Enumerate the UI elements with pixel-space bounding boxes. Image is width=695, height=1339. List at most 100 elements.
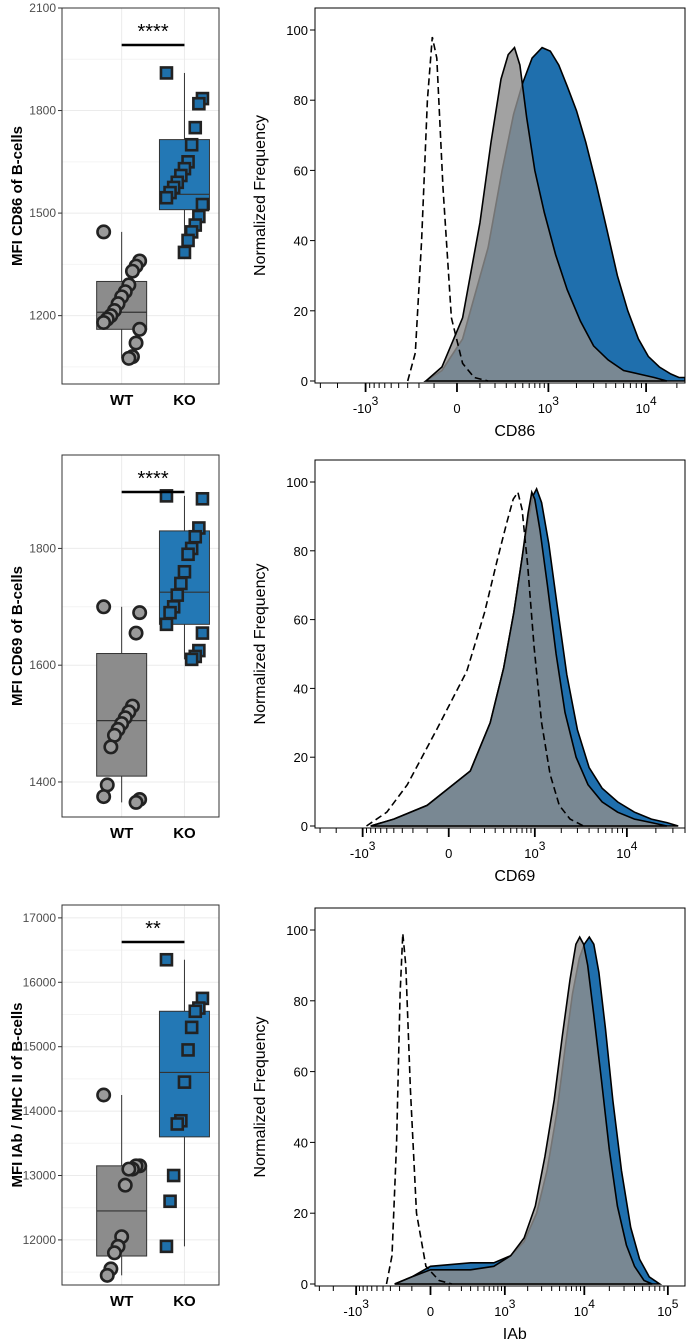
series-isotype: [406, 36, 489, 382]
y-axis-label: Normalized Frequency: [252, 1017, 269, 1178]
data-point-wt: [121, 350, 137, 366]
y-tick-label: 16000: [23, 975, 57, 989]
y-axis-label: Normalized Frequency: [252, 115, 269, 276]
y-axis-label: MFI IAb / MHC II of B-cells: [9, 1002, 26, 1187]
x-tick-label: 0: [427, 1304, 434, 1319]
x-category-label: WT: [110, 392, 133, 409]
y-tick-label: 0: [301, 1277, 308, 1292]
data-point-wt: [132, 605, 148, 621]
y-tick-label: 15000: [23, 1040, 57, 1054]
data-point-ko: [159, 489, 174, 503]
y-tick-label: 12000: [23, 1233, 57, 1247]
x-tick-label: 0: [445, 846, 452, 861]
significance-label: **: [145, 918, 161, 940]
y-tick-label: 100: [286, 923, 308, 938]
data-point-ko: [181, 1043, 195, 1057]
y-tick-label: 1800: [29, 104, 56, 118]
y-tick-label: 80: [294, 93, 308, 108]
x-tick-label: 103: [538, 394, 559, 416]
significance-label: ****: [137, 21, 168, 43]
data-point-wt: [96, 1087, 112, 1103]
x-category-label: WT: [110, 825, 133, 842]
y-tick-label: 40: [294, 681, 308, 696]
x-category-label: WT: [110, 1293, 133, 1310]
box-wt: [96, 653, 148, 777]
x-category-label: KO: [173, 1293, 196, 1310]
series-wt: [423, 46, 668, 382]
data-point-wt: [128, 335, 144, 351]
y-tick-label: 60: [294, 163, 308, 178]
x-tick-label: 104: [616, 839, 637, 861]
data-point-ko: [195, 197, 210, 212]
plot-frame: [314, 459, 686, 829]
significance-label: ****: [137, 468, 168, 490]
y-tick-label: 40: [294, 1135, 308, 1150]
series-wt: [370, 489, 668, 827]
y-tick-label: 40: [294, 234, 308, 249]
data-point-ko: [188, 120, 203, 135]
data-point-ko: [192, 96, 206, 111]
y-tick-label: 20: [294, 1206, 308, 1221]
y-tick-label: 1500: [29, 206, 56, 220]
data-point-wt: [117, 1177, 133, 1193]
y-tick-label: 1600: [29, 658, 56, 672]
plot-frame: [61, 454, 220, 818]
y-tick-label: 20: [294, 304, 308, 319]
plot-frame: [61, 7, 220, 385]
histogram-hist-cd69: 0 20 40 60 80 100 Normalized Frequency -103 0 103…: [252, 459, 686, 885]
data-point-ko: [195, 626, 210, 640]
y-tick-label: 1200: [29, 309, 56, 323]
histogram-hist-iab: 0 20 40 60 80 100 Normalized Frequency -103 0 103…: [252, 907, 686, 1339]
data-point-ko: [195, 491, 210, 506]
data-point-wt: [132, 321, 148, 337]
histogram-area: [406, 36, 685, 382]
y-tick-label: 60: [294, 1065, 308, 1080]
x-tick-label: 104: [636, 394, 657, 416]
plot-frame: [314, 907, 686, 1287]
x-tick-label: -103: [350, 839, 376, 861]
y-tick-label: 100: [286, 475, 308, 490]
x-tick-label: 104: [574, 1297, 595, 1319]
data-point-ko: [174, 576, 188, 591]
data-point-wt: [96, 789, 112, 805]
data-point-ko: [188, 1004, 203, 1019]
x-tick-label: 0: [453, 401, 460, 416]
y-tick-label: 17000: [23, 911, 57, 925]
data-point-ko: [184, 652, 199, 667]
data-point-wt: [121, 1161, 137, 1177]
x-tick-label: 103: [494, 1297, 515, 1319]
data-point-ko: [163, 1194, 177, 1209]
y-tick-label: 2100: [29, 1, 56, 15]
y-tick-label: 13000: [23, 1169, 57, 1183]
histogram-area: [385, 933, 663, 1285]
data-point-ko: [159, 617, 174, 632]
data-point-wt: [99, 1267, 115, 1283]
data-point-ko: [166, 1168, 181, 1183]
data-point-ko: [177, 1075, 192, 1089]
data-point-ko: [184, 137, 199, 152]
data-point-wt: [128, 625, 144, 641]
data-point-wt: [128, 794, 144, 810]
data-point-ko: [184, 1020, 199, 1035]
boxplot-box-cd86: 1200 1500 1800 2100 MFI CD86 of B-cells **** W…: [9, 1, 220, 409]
data-point-ko: [181, 233, 195, 248]
histogram-area: [366, 486, 679, 827]
data-point-ko: [170, 1117, 185, 1131]
data-point-ko: [177, 564, 192, 579]
data-point-ko: [159, 190, 174, 205]
data-point-wt: [106, 1245, 122, 1261]
data-point-ko: [170, 588, 185, 602]
data-point-ko: [177, 245, 192, 260]
data-point-ko: [159, 66, 174, 80]
data-point-wt: [96, 314, 112, 330]
y-tick-label: 1400: [29, 775, 56, 789]
y-tick-label: 80: [294, 994, 308, 1009]
x-axis-label: CD69: [494, 868, 535, 885]
data-point-wt: [96, 599, 112, 615]
data-point-ko: [159, 952, 174, 967]
data-point-ko: [163, 605, 177, 620]
data-point-wt: [103, 739, 119, 755]
data-point-wt: [124, 263, 140, 279]
